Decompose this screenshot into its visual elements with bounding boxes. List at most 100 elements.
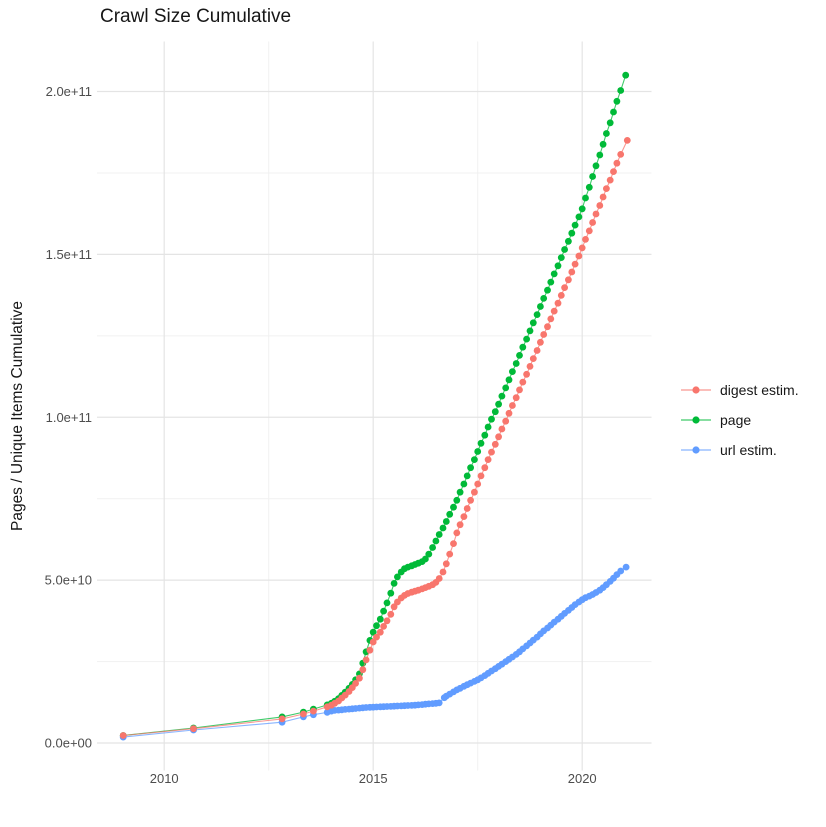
data-point [376,615,384,623]
digest-estim-key-icon [681,386,711,394]
data-point [380,607,387,615]
data-point [383,617,391,625]
data-point [554,299,562,307]
chart-title: Crawl Size Cumulative [100,6,292,27]
data-point [474,480,482,488]
y-tick-label: 0.0e+00 [45,736,92,751]
data-point [610,108,617,116]
data-point [547,278,555,286]
data-point [387,589,395,597]
data-point [491,408,499,416]
data-point [617,151,625,158]
data-point [467,464,474,472]
data-point [456,521,464,529]
data-point [435,699,443,707]
data-point [460,480,468,488]
data-point [509,402,516,409]
data-point [498,425,506,433]
data-point [578,205,586,213]
data-point [432,537,440,545]
data-point [537,303,544,310]
data-point [422,555,429,563]
data-point [446,550,454,558]
data-point [366,646,374,654]
data-point [474,448,482,455]
data-point [575,252,583,260]
data-point [352,680,359,687]
x-tick-label: 2010 [150,771,179,786]
data-point [582,236,589,243]
data-point [505,376,513,384]
y-tick-label: 1.5e+11 [46,247,92,262]
data-point [310,707,317,715]
data-point [561,246,568,253]
data-point [491,440,499,448]
data-point [495,400,502,408]
series-points-url-estim [119,563,630,741]
legend-key-point [692,446,700,454]
data-point [544,286,551,294]
data-point [537,338,544,346]
data-point [547,315,555,323]
legend-item-digest-estim: digest estim. [679,375,799,405]
y-tick-label: 5.0e+10 [45,573,92,588]
url-estim-key-icon [681,446,711,454]
data-point [613,97,621,105]
data-point [623,137,631,144]
data-point [380,623,387,630]
data-point [484,423,492,431]
data-point [565,237,572,245]
data-point [359,666,367,674]
legend-key-point [692,386,700,394]
data-point [533,347,541,354]
data-point [373,622,380,630]
data-point [599,193,607,201]
data-point [502,417,510,425]
data-point [453,529,461,537]
data-point [435,531,443,538]
data-point [450,503,457,511]
data-point [369,628,377,636]
data-point [463,472,471,480]
data-point [498,392,506,400]
data-point [488,415,495,423]
data-point [463,505,471,512]
data-point [526,363,534,370]
data-point [376,628,384,636]
data-point [622,71,630,79]
page-key-icon [681,416,711,424]
data-point [550,307,558,315]
data-point [362,656,370,664]
data-point [550,270,558,278]
data-point [596,202,604,209]
data-point [509,368,516,375]
data-point [446,510,454,518]
data-point [585,227,593,235]
data-point [519,378,527,386]
data-point [523,370,530,378]
data-point [571,221,579,229]
data-point [450,540,457,547]
y-tick-label: 1.0e+11 [46,410,92,425]
data-point [613,159,621,167]
series-line-url-estim [123,566,627,738]
data-point [529,319,537,327]
data-point [442,560,450,568]
data-point [387,610,395,618]
data-point [300,710,307,718]
data-point [390,580,398,587]
data-point [568,268,576,276]
data-point [544,323,551,331]
data-point [557,254,565,261]
x-tick-label: 2015 [359,771,388,786]
data-point [481,431,489,439]
data-point [425,550,433,558]
data-point [488,448,495,456]
data-point [557,292,565,299]
data-point [622,563,630,571]
data-point [471,488,478,496]
series-line-digest-estim [123,140,628,737]
data-point [481,464,489,472]
data-point [575,213,583,221]
